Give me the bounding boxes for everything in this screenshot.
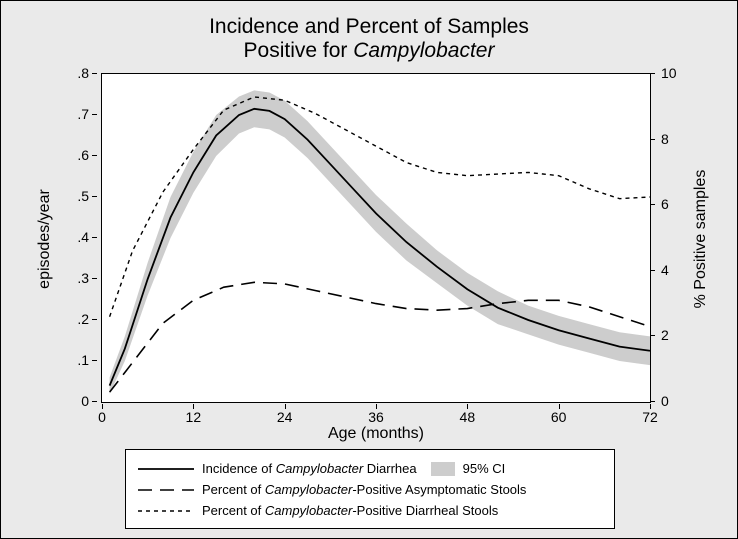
ci-band [110,90,650,393]
title-line-1: Incidence and Percent of Samples [1,15,737,39]
y-left-tick-label: .3 [77,270,89,286]
legend-label-ci: 95% CI [463,461,506,476]
legend-swatch-solid [138,461,194,477]
x-tick-mark [376,404,377,409]
plot-svg [102,74,650,402]
x-tick-mark [102,404,103,409]
y-left-tick-mark [92,319,97,320]
legend-label-diarrheal: Percent of Campylobacter-Positive Diarrh… [202,503,498,518]
legend-swatch-ci [431,462,455,476]
y-left-tick-mark [92,73,97,74]
title-line-2-text: Positive for [244,39,354,62]
y-left-tick-label: .7 [77,106,89,122]
x-tick-mark [650,404,651,409]
plot-area [101,73,651,403]
x-tick-label: 24 [277,409,293,425]
title-line-2: Positive for Campylobacter [1,39,737,63]
legend-row-3: Percent of Campylobacter-Positive Diarrh… [138,500,602,521]
x-tick-label: 0 [98,409,106,425]
y-right-tick-label: 4 [661,262,669,278]
x-axis-title: Age (months) [101,425,651,443]
x-tick-mark [559,404,560,409]
y-right-tick-label: 8 [661,131,669,147]
y-axis-right-ticks: 0246810 [655,73,705,403]
y-left-tick-label: .4 [77,229,89,245]
x-tick-label: 72 [642,409,658,425]
y-axis-left-ticks: 0.1.2.3.4.5.6.7.8 [1,73,97,403]
x-tick-label: 12 [186,409,202,425]
y-right-tick-label: 10 [661,65,677,81]
chart-title: Incidence and Percent of Samples Positiv… [1,15,737,63]
x-tick-mark [193,404,194,409]
x-tick-label: 48 [460,409,476,425]
title-line-2-italic: Campylobacter [353,39,494,62]
x-tick-mark [467,404,468,409]
y-left-tick-mark [92,360,97,361]
y-left-tick-label: .5 [77,188,89,204]
y-left-tick-label: 0 [81,393,89,409]
y-left-tick-label: .8 [77,65,89,81]
y-left-tick-mark [92,237,97,238]
legend-swatch-shortdash [138,503,194,519]
legend-row-2: Percent of Campylobacter-Positive Asympt… [138,479,602,500]
legend-label-incidence: Incidence of Campylobacter Diarrhea [202,461,417,476]
y-left-tick-mark [92,155,97,156]
y-left-tick-mark [92,196,97,197]
y-left-tick-mark [92,401,97,402]
x-tick-label: 36 [368,409,384,425]
y-left-tick-label: .1 [77,352,89,368]
x-tick-mark [285,404,286,409]
y-right-tick-label: 6 [661,196,669,212]
y-left-tick-label: .6 [77,147,89,163]
legend-label-asymptomatic: Percent of Campylobacter-Positive Asympt… [202,482,526,497]
legend-swatch-longdash [138,482,194,498]
y-right-tick-label: 2 [661,327,669,343]
y-left-tick-mark [92,278,97,279]
y-left-tick-label: .2 [77,311,89,327]
y-left-tick-mark [92,114,97,115]
legend-row-1: Incidence of Campylobacter Diarrhea 95% … [138,458,602,479]
x-tick-label: 60 [551,409,567,425]
legend: Incidence of Campylobacter Diarrhea 95% … [125,449,615,529]
y-right-tick-label: 0 [661,393,669,409]
chart-container: Incidence and Percent of Samples Positiv… [0,0,738,539]
